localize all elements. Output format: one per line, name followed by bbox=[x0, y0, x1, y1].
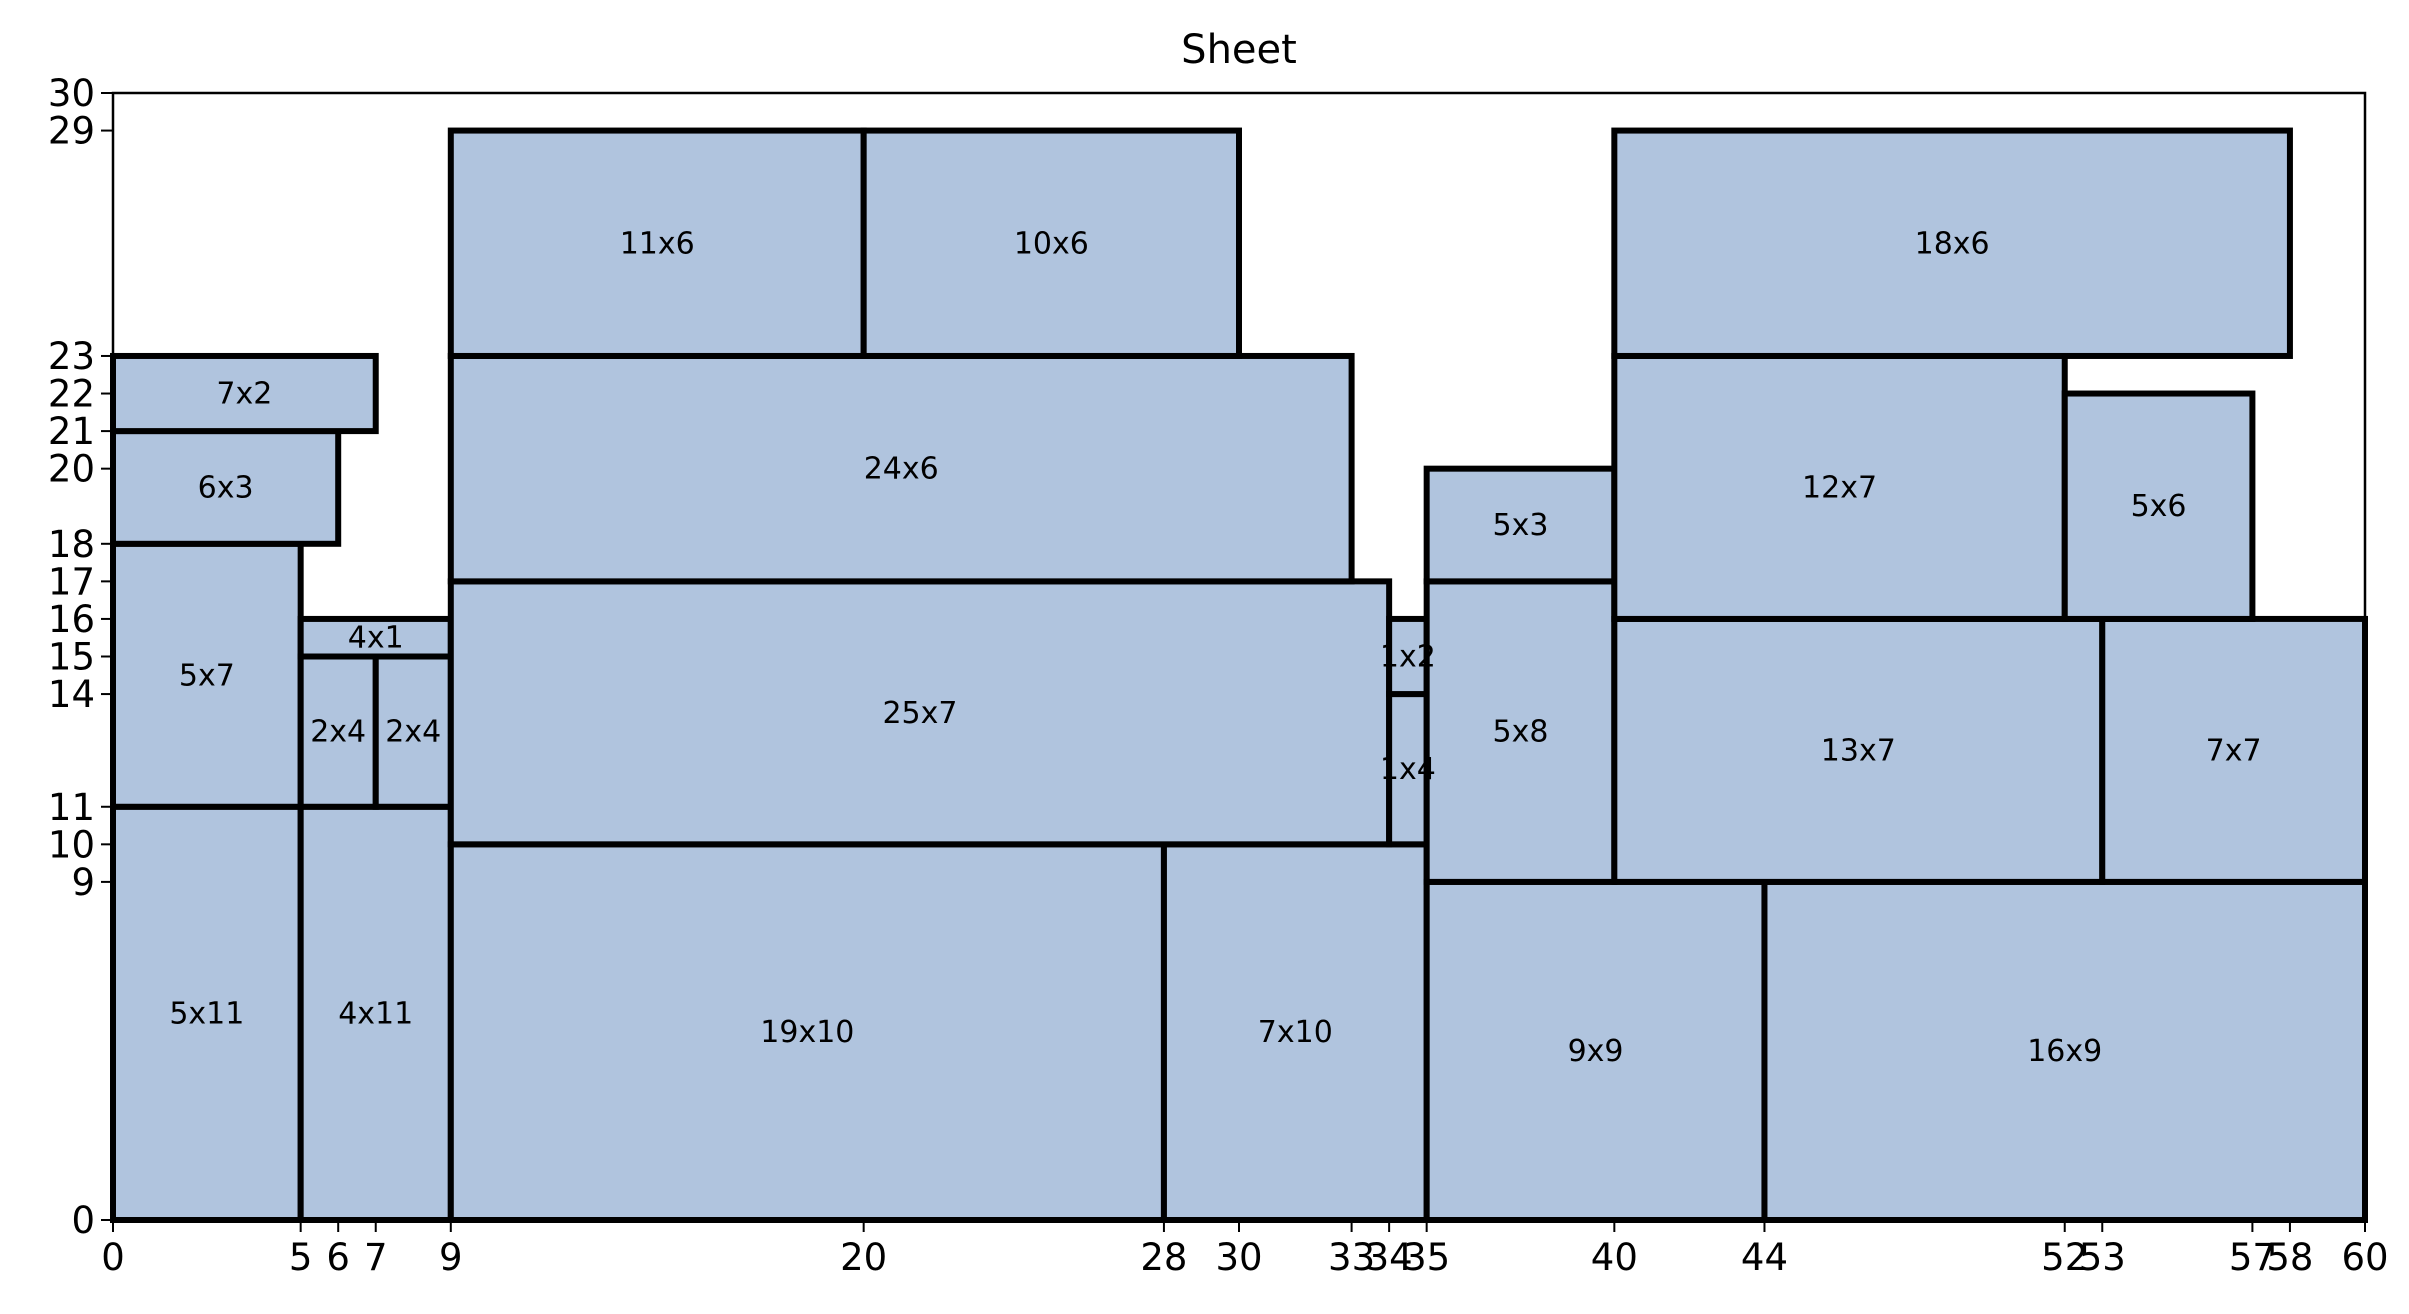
piece-label-21: 13x7 bbox=[1821, 733, 1896, 768]
y-tick-label: 9 bbox=[71, 861, 95, 904]
piece-rect-15 bbox=[1386, 615, 1430, 698]
piece-label-11: 2x4 bbox=[385, 715, 441, 750]
piece-label-12: 4x1 bbox=[348, 621, 404, 656]
piece-label-6: 16x9 bbox=[2027, 1034, 2102, 1069]
x-tick-label: 35 bbox=[1403, 1236, 1450, 1279]
piece-label-24: 5x6 bbox=[2131, 489, 2187, 524]
piece-rect-1 bbox=[110, 803, 304, 1223]
piece-label-4: 7x10 bbox=[1258, 1015, 1333, 1050]
piece-label-23: 12x7 bbox=[1802, 470, 1877, 505]
x-tick-label: 20 bbox=[840, 1236, 887, 1279]
piece-rect-3 bbox=[447, 841, 1167, 1223]
piece-label-7: 5x7 bbox=[179, 658, 235, 693]
y-tick-label: 16 bbox=[48, 598, 95, 641]
piece-rect-17 bbox=[447, 127, 867, 359]
y-tick-label: 17 bbox=[48, 560, 95, 603]
x-tick-label: 60 bbox=[2341, 1236, 2388, 1279]
piece-rect-24 bbox=[2061, 390, 2256, 622]
x-tick-label: 57 bbox=[2229, 1236, 2276, 1279]
piece-label-19: 5x8 bbox=[1493, 715, 1549, 750]
piece-rect-16 bbox=[447, 352, 1355, 585]
x-tick-label: 6 bbox=[326, 1236, 350, 1279]
x-tick-label: 28 bbox=[1140, 1236, 1187, 1279]
y-tick-label: 20 bbox=[48, 448, 95, 491]
piece-label-9: 7x2 bbox=[216, 377, 272, 412]
y-tick-label: 21 bbox=[48, 410, 95, 453]
piece-label-15: 1x2 bbox=[1380, 640, 1436, 675]
piece-label-17: 11x6 bbox=[620, 226, 695, 261]
piece-label-5: 9x9 bbox=[1568, 1034, 1624, 1069]
piece-label-22: 7x7 bbox=[2206, 733, 2262, 768]
x-tick-label: 58 bbox=[2266, 1236, 2313, 1279]
piece-label-1: 5x11 bbox=[169, 996, 244, 1031]
y-tick-label: 0 bbox=[71, 1199, 95, 1242]
piece-label-2: 4x11 bbox=[338, 996, 413, 1031]
piece-rect-18 bbox=[860, 127, 1243, 359]
piece-rect-25 bbox=[1611, 127, 2293, 359]
chart-title: Sheet bbox=[1181, 27, 1297, 73]
piece-label-8: 6x3 bbox=[198, 470, 254, 505]
piece-label-18: 10x6 bbox=[1014, 226, 1089, 261]
y-tick-label: 10 bbox=[48, 823, 95, 866]
plot-frame bbox=[111, 91, 2367, 1222]
x-tick-label: 40 bbox=[1591, 1236, 1638, 1279]
x-tick-label: 33 bbox=[1328, 1236, 1375, 1279]
piece-label-20: 5x3 bbox=[1493, 508, 1549, 543]
x-tick-label: 52 bbox=[2041, 1236, 2088, 1279]
x-tick-label: 44 bbox=[1741, 1236, 1788, 1279]
piece-label-14: 1x4 bbox=[1380, 752, 1436, 787]
y-tick-label: 22 bbox=[48, 373, 95, 416]
y-tick-label: 14 bbox=[48, 673, 95, 716]
x-tick-label: 7 bbox=[364, 1236, 388, 1279]
piece-label-10: 2x4 bbox=[310, 715, 366, 750]
x-tick-label: 5 bbox=[289, 1236, 313, 1279]
piece-label-13: 25x7 bbox=[882, 696, 957, 731]
x-tick-label: 34 bbox=[1366, 1236, 1413, 1279]
y-tick-label: 15 bbox=[48, 636, 95, 679]
piece-rect-19 bbox=[1423, 578, 1618, 885]
y-tick-label: 30 bbox=[48, 72, 95, 115]
x-tick-label: 53 bbox=[2079, 1236, 2126, 1279]
piece-label-16: 24x6 bbox=[864, 452, 939, 487]
y-tick-label: 23 bbox=[48, 335, 95, 378]
y-tick-label: 29 bbox=[48, 110, 95, 153]
x-tick-label: 0 bbox=[101, 1236, 125, 1279]
piece-rect-22 bbox=[2099, 615, 2368, 885]
piece-label-25: 18x6 bbox=[1915, 226, 1990, 261]
x-tick-label: 30 bbox=[1215, 1236, 1262, 1279]
y-tick-label: 11 bbox=[48, 786, 95, 829]
piece-rect-13 bbox=[447, 578, 1393, 848]
pieces-layer: 5x11 4x11 19x10 7x10 9x9 16x9 5x7 6x3 7x2 2x4 2x4 4… bbox=[110, 127, 2368, 1224]
piece-rect-11 bbox=[372, 653, 454, 810]
y-tick-label: 18 bbox=[48, 523, 95, 566]
x-tick-label: 9 bbox=[439, 1236, 463, 1279]
piece-label-3: 19x10 bbox=[760, 1015, 854, 1050]
